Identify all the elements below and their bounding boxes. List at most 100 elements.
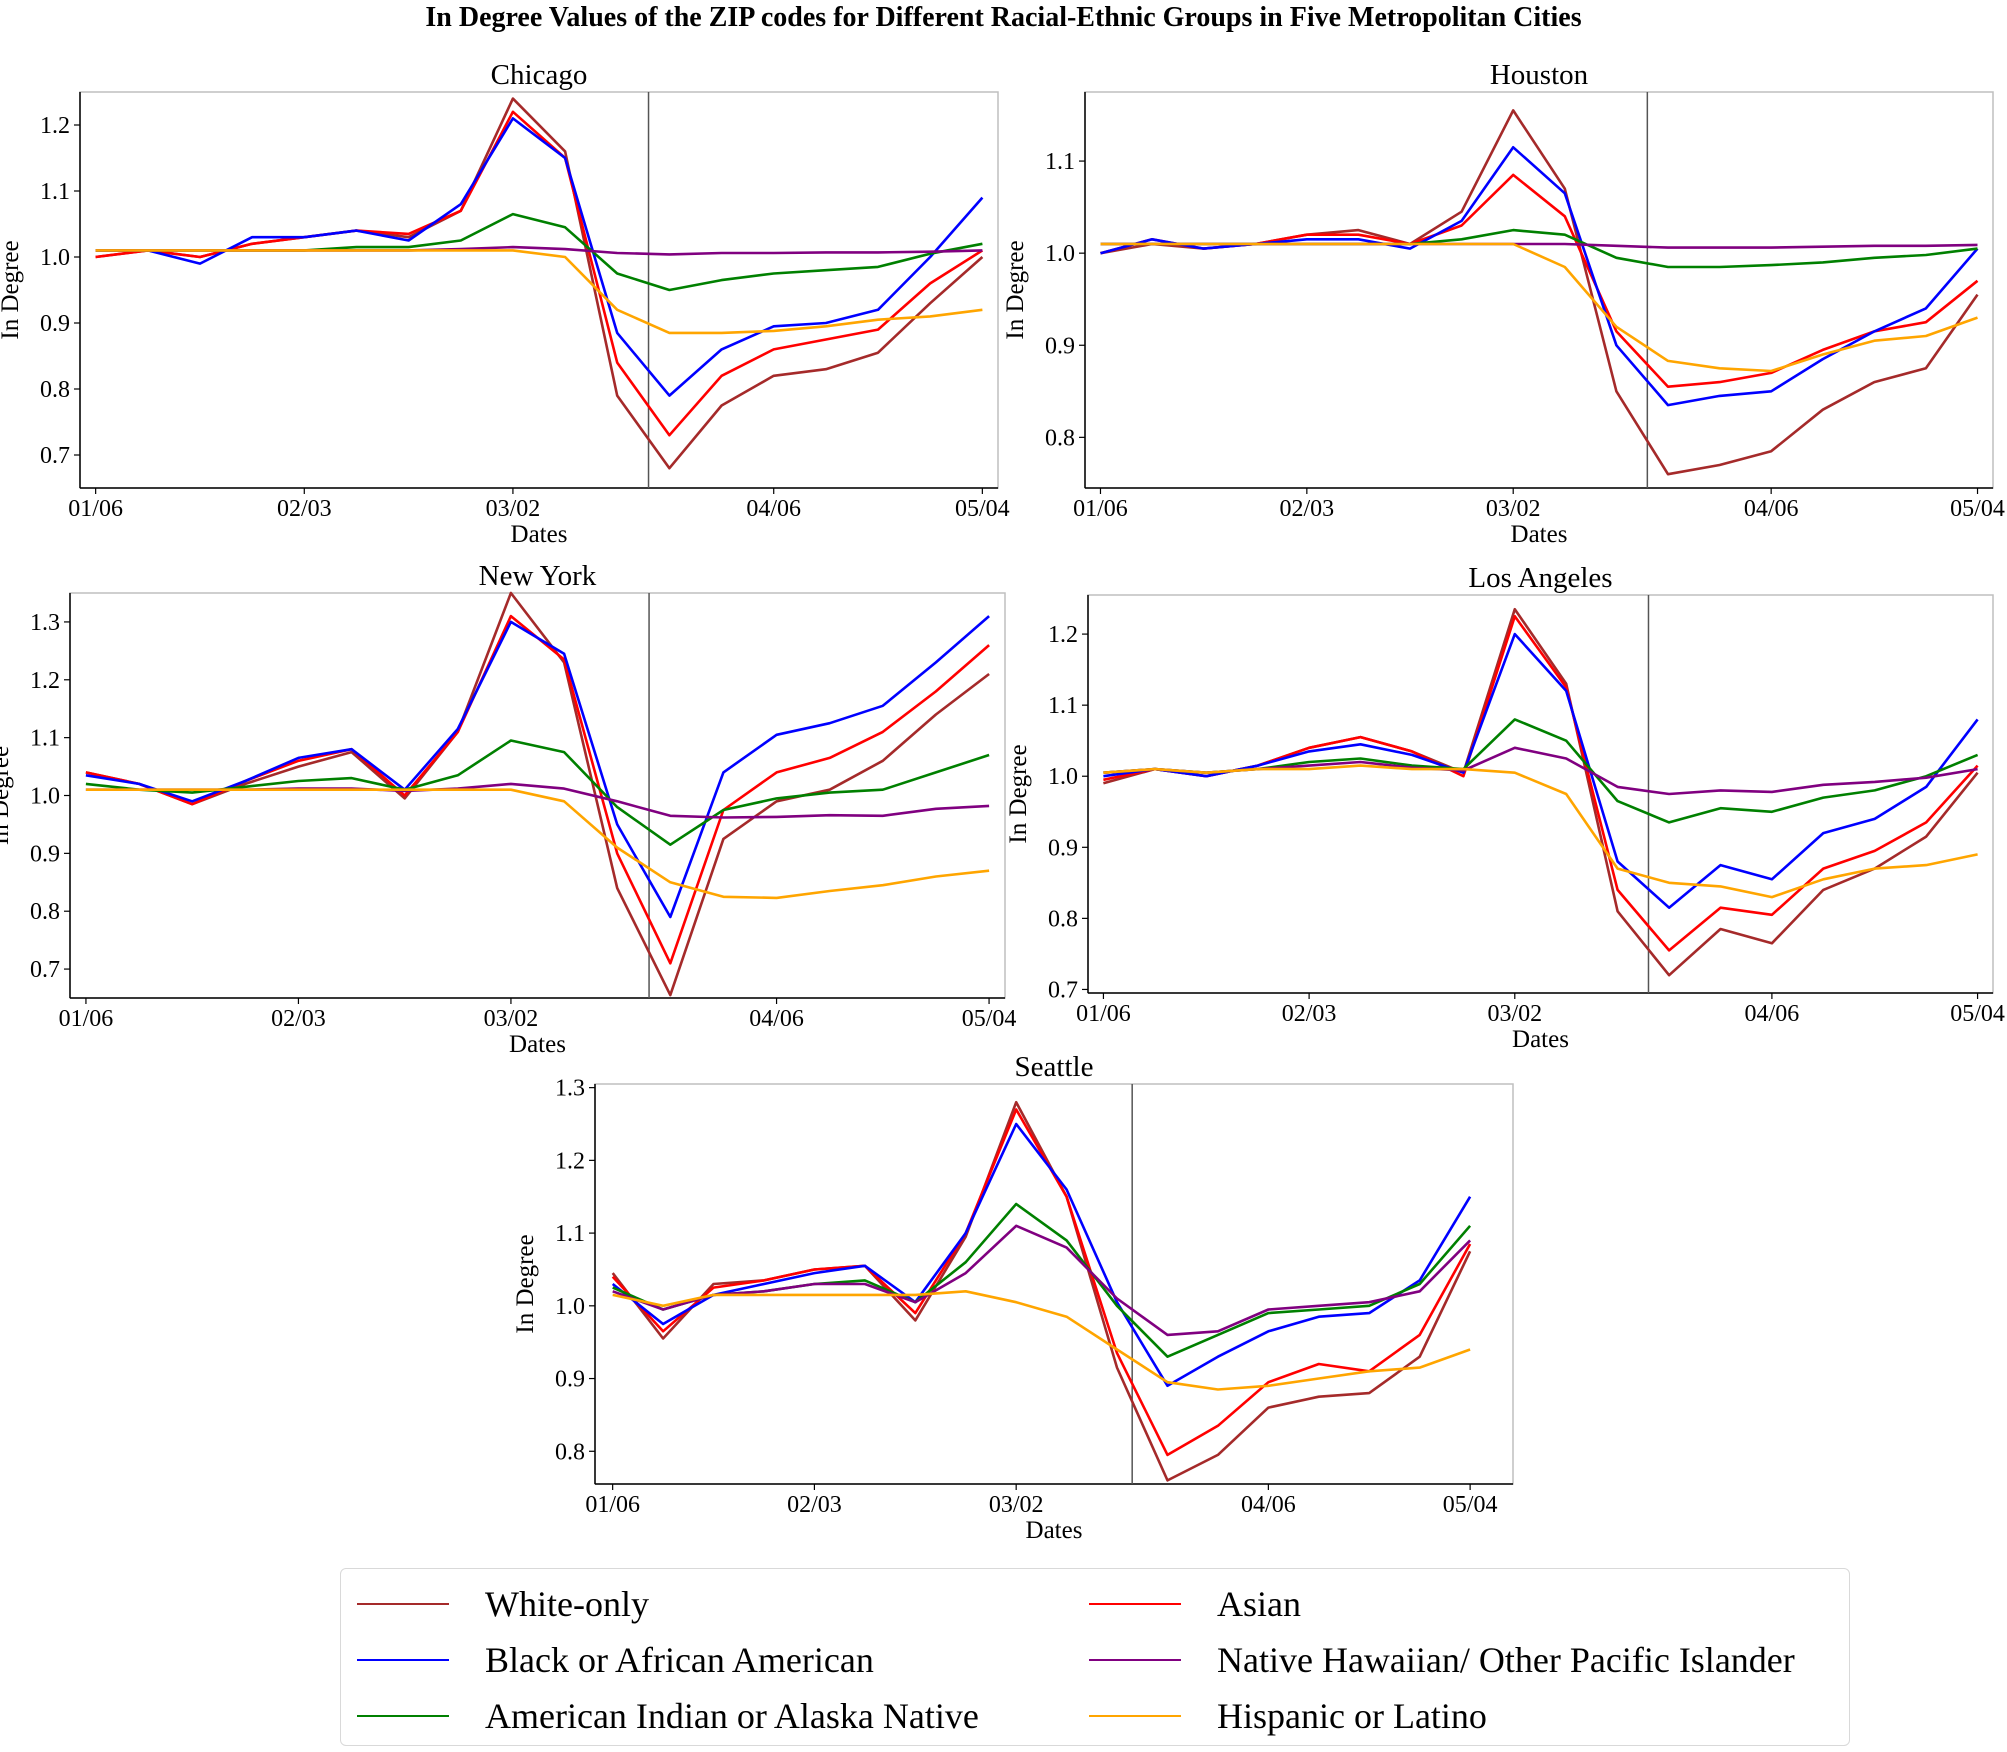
x-tick-label: 05/04 bbox=[962, 1006, 1017, 1032]
panel-chicago: Chicago 0.7 0.8 0.9 1.0 1.1 1.2 01/06 02/03 03/02… bbox=[0, 59, 1010, 548]
series-line-hispanic bbox=[95, 249, 983, 335]
x-tick-label: 02/03 bbox=[1280, 496, 1335, 522]
series-line-black bbox=[1103, 632, 1979, 910]
y-axis-label: In Degree bbox=[1005, 744, 1032, 843]
legend-swatch-white bbox=[357, 1603, 449, 1605]
series-line-black bbox=[611, 1122, 1472, 1388]
series-line-aian bbox=[1100, 228, 1978, 269]
legend-item-aian: American Indian or Alaska Native bbox=[357, 1691, 979, 1741]
y-tick-label: 0.7 bbox=[30, 957, 60, 983]
y-tick-label: 1.1 bbox=[1045, 149, 1075, 175]
plot-frame bbox=[79, 91, 999, 489]
y-tick-label: 1.0 bbox=[555, 1294, 585, 1320]
y-tick-label: 0.9 bbox=[555, 1367, 585, 1393]
x-tick-label: 03/02 bbox=[486, 496, 541, 522]
y-tick-label: 1.1 bbox=[1048, 693, 1078, 719]
series-line-hispanic bbox=[1100, 242, 1978, 373]
x-axis-label: Dates bbox=[511, 521, 568, 548]
x-tick-label: 04/06 bbox=[749, 1006, 804, 1032]
legend-label-hispanic: Hispanic or Latino bbox=[1217, 1696, 1487, 1736]
y-tick-label: 1.0 bbox=[1048, 764, 1078, 790]
y-tick-label: 1.1 bbox=[40, 179, 70, 205]
panel-seattle: Seattle 0.8 0.9 1.0 1.1 1.2 1.3 01/06 02/03 03/02… bbox=[512, 1051, 1514, 1544]
x-tick-label: 02/03 bbox=[271, 1006, 326, 1032]
x-tick-label: 01/06 bbox=[59, 1006, 114, 1032]
y-tick-label: 0.8 bbox=[40, 377, 70, 403]
y-tick-label: 1.2 bbox=[555, 1148, 585, 1174]
x-tick-label: 02/03 bbox=[1282, 1001, 1337, 1027]
y-tick-label: 0.8 bbox=[1045, 425, 1075, 451]
y-tick-label: 1.0 bbox=[30, 784, 60, 810]
series-line-asian bbox=[611, 1108, 1472, 1457]
panel-title: Seattle bbox=[1015, 1051, 1094, 1083]
legend-label-asian: Asian bbox=[1217, 1584, 1301, 1624]
series-line-hispanic bbox=[1103, 764, 1978, 899]
x-tick-label: 01/06 bbox=[585, 1492, 640, 1518]
y-axis-label: In Degree bbox=[512, 1234, 539, 1333]
y-tick-label: 1.2 bbox=[1048, 622, 1078, 648]
x-tick-label: 03/02 bbox=[1487, 1001, 1542, 1027]
legend-swatch-nhpi bbox=[1089, 1659, 1181, 1661]
y-axis-label: In Degree bbox=[1002, 240, 1029, 339]
series-line-white bbox=[611, 1100, 1472, 1482]
panel-los-angeles: Los Angeles 0.7 0.8 0.9 1.0 1.1 1.2 01/06 02/03 0… bbox=[1005, 562, 2005, 1053]
series-line-hispanic bbox=[85, 788, 990, 900]
y-tick-label: 0.8 bbox=[30, 899, 60, 925]
legend-swatch-asian bbox=[1089, 1603, 1181, 1605]
y-tick-label: 1.1 bbox=[30, 726, 60, 752]
y-tick-label: 0.9 bbox=[1045, 333, 1075, 359]
legend-label-aian: American Indian or Alaska Native bbox=[485, 1696, 979, 1736]
panel-title: Houston bbox=[1490, 59, 1589, 91]
legend-item-asian: Asian bbox=[1089, 1579, 1301, 1629]
x-tick-label: 02/03 bbox=[277, 496, 332, 522]
y-axis-label: In Degree bbox=[0, 240, 24, 339]
x-axis-label: Dates bbox=[509, 1031, 566, 1058]
series-line-asian bbox=[1100, 173, 1979, 389]
y-tick-label: 0.9 bbox=[1048, 835, 1078, 861]
x-tick-label: 04/06 bbox=[1745, 1001, 1800, 1027]
legend-label-black: Black or African American bbox=[485, 1640, 874, 1680]
y-tick-label: 0.9 bbox=[30, 841, 60, 867]
x-axis-label: Dates bbox=[1026, 1517, 1083, 1544]
chart-panels: Chicago 0.7 0.8 0.9 1.0 1.1 1.2 01/06 02/03 03/02… bbox=[0, 59, 2005, 1544]
series-line-white bbox=[1100, 109, 1979, 476]
series-line-nhpi bbox=[612, 1224, 1472, 1337]
legend-item-nhpi: Native Hawaiian/ Other Pacific Islander bbox=[1089, 1635, 1795, 1685]
legend-label-white: White-only bbox=[485, 1584, 649, 1624]
y-tick-label: 1.2 bbox=[30, 668, 60, 694]
series-line-black bbox=[95, 117, 984, 397]
x-tick-label: 05/04 bbox=[1443, 1492, 1498, 1518]
x-tick-label: 05/04 bbox=[1950, 1001, 2005, 1027]
panel-title: Chicago bbox=[491, 59, 588, 91]
y-axis-label: In Degree bbox=[0, 746, 14, 845]
legend-item-hispanic: Hispanic or Latino bbox=[1089, 1691, 1487, 1741]
x-tick-label: 02/03 bbox=[787, 1492, 842, 1518]
y-tick-label: 1.2 bbox=[40, 113, 70, 139]
x-tick-label: 04/06 bbox=[1241, 1492, 1296, 1518]
x-tick-label: 05/04 bbox=[1950, 496, 2005, 522]
panel-houston: Houston 0.8 0.9 1.0 1.1 01/06 02/03 03/02 04/06 0… bbox=[1002, 59, 2005, 548]
y-tick-label: 1.0 bbox=[1045, 241, 1075, 267]
y-tick-label: 0.7 bbox=[40, 443, 70, 469]
panel-title: Los Angeles bbox=[1468, 562, 1612, 594]
x-tick-label: 03/02 bbox=[1486, 496, 1541, 522]
x-tick-label: 04/06 bbox=[1744, 496, 1799, 522]
y-tick-label: 0.8 bbox=[1048, 906, 1078, 932]
series-line-aian bbox=[85, 739, 990, 847]
series-line-black bbox=[85, 615, 990, 919]
panel-title: New York bbox=[479, 560, 597, 592]
legend-swatch-hispanic bbox=[1089, 1715, 1181, 1717]
x-tick-label: 01/06 bbox=[1076, 1001, 1131, 1027]
y-tick-label: 0.7 bbox=[1048, 977, 1078, 1003]
y-tick-label: 1.0 bbox=[40, 245, 70, 271]
figure-title: In Degree Values of the ZIP codes for Di… bbox=[425, 2, 1582, 33]
y-tick-label: 1.3 bbox=[555, 1076, 585, 1102]
legend: White-only Black or African American Ame… bbox=[340, 1568, 1850, 1746]
x-tick-label: 01/06 bbox=[68, 496, 123, 522]
x-tick-label: 05/04 bbox=[955, 496, 1010, 522]
x-tick-label: 03/02 bbox=[989, 1492, 1044, 1518]
panel-new-york: New York 0.7 0.8 0.9 1.0 1.1 1.2 1.3 01/06 02/03 0… bbox=[0, 560, 1016, 1058]
legend-swatch-aian bbox=[357, 1715, 449, 1717]
legend-item-black: Black or African American bbox=[357, 1635, 874, 1685]
x-tick-label: 04/06 bbox=[746, 496, 801, 522]
